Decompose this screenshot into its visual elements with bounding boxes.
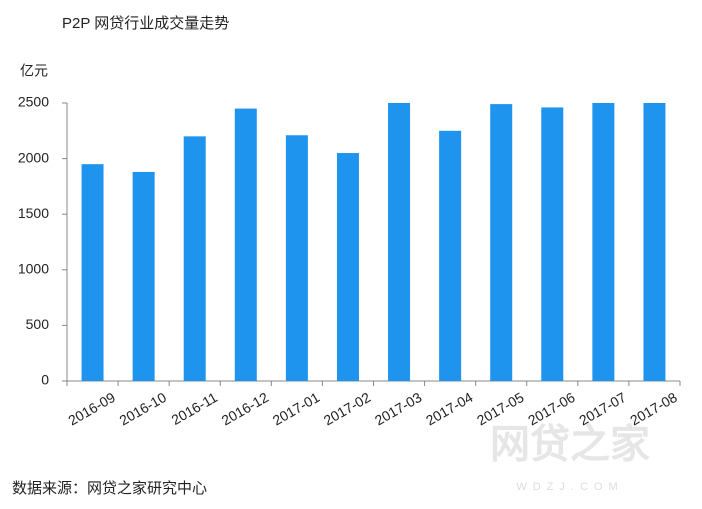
bar: [388, 103, 411, 381]
y-tick-label: 2500: [18, 94, 49, 110]
bar: [592, 103, 615, 381]
x-tick-label: 2017-02: [321, 389, 374, 429]
bar: [336, 153, 359, 381]
bar: [183, 136, 206, 381]
y-tick-label: 1500: [18, 205, 49, 221]
source: 数据来源：网贷之家研究中心: [12, 480, 207, 497]
chart-title: P2P 网贷行业成交量走势: [62, 14, 229, 32]
bar: [541, 107, 564, 381]
watermark: 网贷之家: [490, 423, 650, 467]
bar: [132, 171, 155, 381]
x-tick-label: 2017-01: [270, 389, 323, 429]
x-tick-label: 2016-12: [219, 389, 272, 429]
bar: [643, 103, 666, 381]
x-tick-label: 2016-11: [168, 389, 220, 428]
x-tick-label: 2016-09: [65, 389, 118, 429]
bar: [285, 135, 308, 381]
y-tick-label: 1000: [18, 261, 49, 277]
x-tick-label: 2017-08: [627, 389, 680, 429]
x-tick-label: 2017-04: [423, 389, 476, 429]
y-unit: 亿元: [20, 63, 48, 79]
y-tick-label: 500: [26, 316, 50, 332]
bar: [81, 164, 104, 381]
bar: [439, 130, 462, 381]
watermark-sub: WDZJ.COM: [516, 481, 623, 493]
x-tick-label: 2016-10: [116, 389, 169, 429]
bar: [490, 104, 513, 381]
bar: [234, 108, 257, 381]
x-tick-label: 2017-03: [372, 389, 425, 429]
y-tick-label: 2000: [18, 149, 49, 165]
y-tick-label: 0: [41, 372, 49, 388]
